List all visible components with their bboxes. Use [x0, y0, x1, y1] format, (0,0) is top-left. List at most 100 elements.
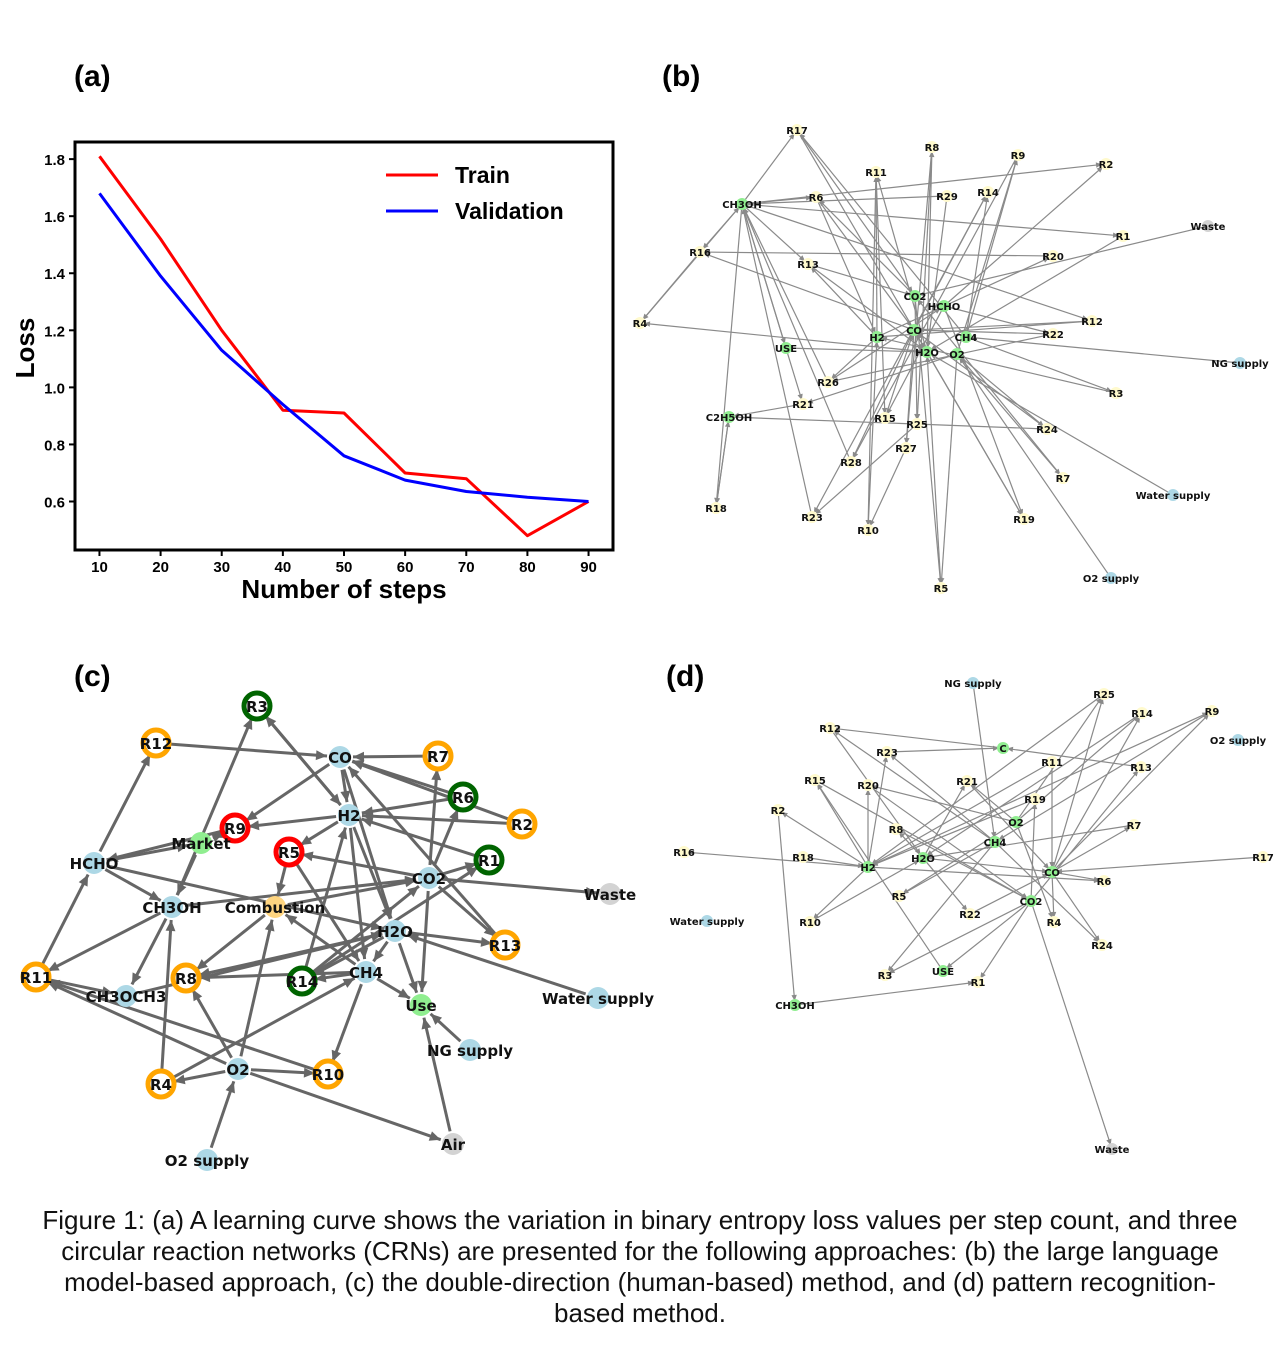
network-edge-arrow [1037, 420, 1044, 427]
x-tick-label: 30 [213, 559, 230, 576]
node-label: R9 [1011, 151, 1026, 162]
node-marker [964, 908, 976, 920]
node-label: Water supply [542, 990, 654, 1008]
node-marker [723, 411, 735, 423]
network-edge [926, 199, 948, 349]
network-edge-arrow [916, 333, 922, 341]
node-marker [1098, 875, 1110, 887]
figure-caption: Figure 1: (a) A learning curve shows the… [42, 1205, 1238, 1328]
network-edge [294, 862, 361, 962]
network-edge-arrow [869, 519, 875, 527]
network-edge-arrow [967, 980, 975, 986]
node-ch4: CH4 [984, 836, 1006, 849]
network-edge [898, 831, 921, 856]
network-edge-arrow [924, 355, 931, 363]
network-edge [817, 200, 876, 334]
node-marker [1012, 149, 1024, 161]
network-edge-arrow [780, 337, 786, 345]
node-label: R19 [1024, 795, 1046, 806]
network-edge [916, 150, 933, 421]
node-label: R13 [1130, 763, 1152, 774]
node-label: R25 [906, 420, 928, 431]
network-edge-arrow [245, 810, 258, 821]
network-edge [191, 988, 233, 1059]
network-edge-arrow [1132, 770, 1139, 777]
network-edge-arrow [980, 972, 986, 979]
chart-legend: Train Validation [386, 162, 564, 224]
node-marker [1048, 916, 1060, 928]
network-edge [715, 207, 743, 505]
x-tick-label: 80 [519, 559, 536, 576]
network-edge [376, 977, 411, 1000]
node-label: R5 [934, 584, 949, 595]
node-label: Air [441, 1136, 466, 1154]
network-edge [209, 1080, 236, 1149]
network-edge-arrow [714, 497, 721, 505]
node-marker [879, 969, 891, 981]
node-label: O2 supply [1083, 574, 1140, 585]
network-edge [887, 844, 993, 973]
node-marker [967, 677, 979, 689]
node-marker [822, 376, 834, 388]
panel-c-label: (c) [74, 660, 111, 693]
network-edge [997, 844, 1100, 943]
network-edge-arrow [131, 972, 142, 985]
node-label: R10 [312, 1066, 344, 1084]
network-edge-arrow [871, 859, 879, 866]
node-r15: R15 [874, 412, 896, 425]
network-edge [806, 857, 865, 867]
network-edge [831, 307, 941, 381]
node-marker [312, 1058, 344, 1090]
node-marker [329, 746, 351, 768]
node-marker [960, 331, 972, 343]
network-edge [917, 298, 1061, 476]
network-edge [745, 196, 813, 205]
node-label: R18 [705, 504, 727, 515]
network-edge [880, 320, 1089, 338]
network-edge [816, 782, 942, 969]
panel-d-label: (d) [666, 660, 705, 693]
node-label: R4 [1047, 918, 1062, 929]
x-tick-label: 60 [397, 559, 414, 576]
network-edge [1051, 875, 1055, 919]
network-edge [702, 206, 740, 250]
node-label: CH3OH [722, 200, 762, 211]
node-r2: R2 [506, 808, 538, 840]
node-r4: R4 [1047, 916, 1062, 929]
node-marker [587, 987, 609, 1009]
panel-b-label: (b) [662, 60, 701, 93]
node-r22: R22 [1042, 328, 1064, 341]
y-tick-label: 1.8 [44, 152, 65, 169]
node-marker [1086, 315, 1098, 327]
node-label: R22 [1042, 330, 1064, 341]
node-hcho: HCHO [70, 852, 118, 874]
node-r23: R23 [801, 511, 823, 524]
node-label: CH4 [955, 333, 978, 344]
network-edge-arrow [1055, 868, 1063, 874]
network-edge [798, 133, 926, 349]
network-edge-arrow [817, 783, 823, 790]
node-label: R8 [175, 970, 197, 988]
node-label: R3 [1109, 389, 1124, 400]
network-edge [742, 207, 786, 345]
node-marker [355, 961, 377, 983]
node-h2: H2 [869, 331, 885, 344]
network-edge [777, 813, 796, 1002]
network-edge [212, 831, 224, 840]
network-edge-arrow [1093, 876, 1101, 882]
network-edge [250, 1068, 316, 1075]
network-edge [875, 175, 886, 415]
network-edge [352, 826, 392, 920]
node-r28: R28 [840, 456, 862, 469]
network-edge [806, 354, 954, 404]
network-edge-arrow [724, 420, 731, 428]
network-edge [264, 714, 342, 807]
node-co2: CO2 [904, 290, 926, 303]
network-edge-arrow [407, 933, 420, 944]
network-edge [830, 339, 875, 380]
network-edge-arrow [741, 207, 747, 215]
network-edge [944, 309, 1024, 516]
node-ngsupply: NG supply [944, 677, 1002, 690]
network-edge [352, 754, 426, 759]
network-edge-arrow [276, 882, 286, 895]
